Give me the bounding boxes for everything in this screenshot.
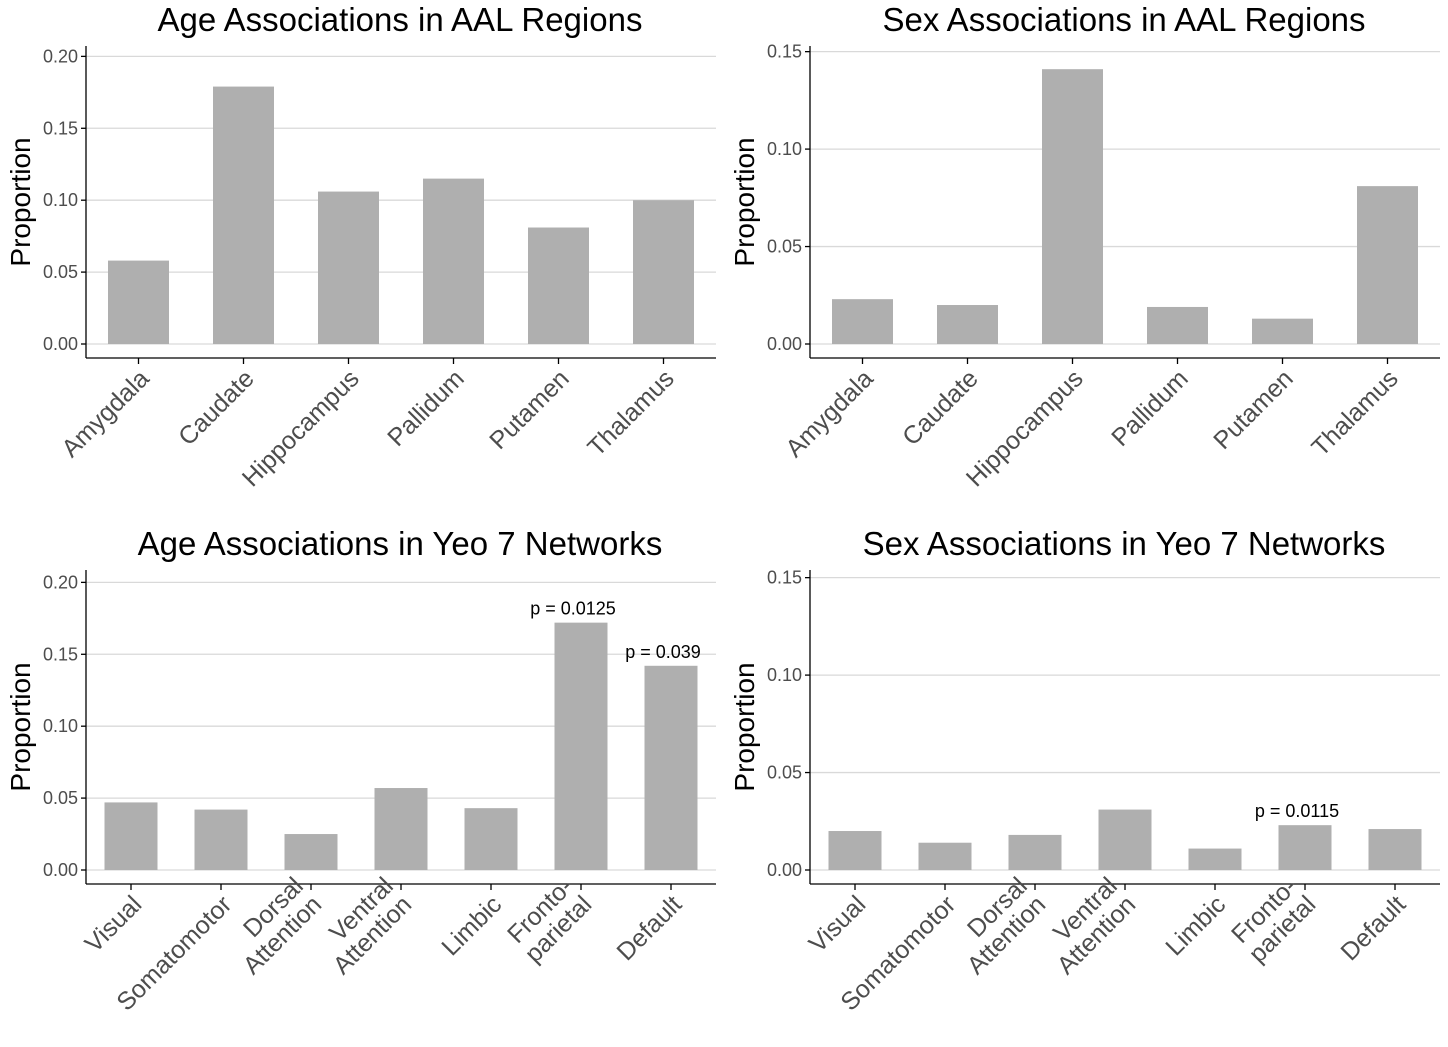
chart-title: Sex Associations in Yeo 7 Networks xyxy=(863,525,1386,562)
bar xyxy=(554,622,608,870)
bar xyxy=(828,831,882,870)
y-tick-label: 0.00 xyxy=(767,334,802,354)
x-tick-label: Putamen xyxy=(1208,364,1299,455)
bar xyxy=(1278,825,1332,870)
bar xyxy=(104,802,158,870)
x-tick-label-line: Pallidum xyxy=(382,364,470,452)
p-value-annotation: p = 0.0115 xyxy=(1255,801,1339,821)
x-tick-label: Visual xyxy=(80,890,148,958)
y-tick-label: 0.05 xyxy=(767,763,802,783)
x-tick-label-line: Default xyxy=(611,890,687,966)
x-tick-label-line: Pallidum xyxy=(1106,364,1194,452)
y-tick-label: 0.05 xyxy=(43,788,78,808)
x-tick-label: Amygdala xyxy=(780,364,878,462)
x-tick-label: Default xyxy=(1335,890,1411,966)
bar xyxy=(1008,834,1062,870)
bar xyxy=(937,305,998,344)
y-tick-label: 0.15 xyxy=(767,568,802,588)
p-value-annotation: p = 0.039 xyxy=(625,642,701,662)
bar xyxy=(918,842,972,870)
x-tick-label: Default xyxy=(611,890,687,966)
bar xyxy=(194,809,248,870)
x-tick-label: Fronto-parietal xyxy=(501,872,597,968)
x-tick-label: Visual xyxy=(804,890,872,958)
bar xyxy=(464,808,518,870)
x-tick-label-line: Visual xyxy=(804,890,872,958)
bar xyxy=(528,227,589,344)
x-tick-label-line: Amygdala xyxy=(56,364,154,462)
y-tick-label: 0.00 xyxy=(767,860,802,880)
x-tick-label-line: Amygdala xyxy=(780,364,878,462)
y-tick-label: 0.05 xyxy=(767,237,802,257)
bar xyxy=(318,191,379,344)
bar xyxy=(1042,69,1103,344)
bar xyxy=(832,299,893,344)
y-tick-label: 0.00 xyxy=(43,860,78,880)
bar xyxy=(284,834,338,870)
x-tick-label: Caudate xyxy=(897,364,984,451)
x-tick-label-line: Caudate xyxy=(897,364,984,451)
y-tick-label: 0.20 xyxy=(43,572,78,592)
x-tick-label: Pallidum xyxy=(1106,364,1194,452)
x-tick-label-line: Thalamus xyxy=(582,364,679,461)
y-axis-title: Proportion xyxy=(729,662,760,791)
y-tick-label: 0.10 xyxy=(767,665,802,685)
y-axis-title: Proportion xyxy=(5,662,36,791)
x-tick-label: Thalamus xyxy=(582,364,679,461)
bar xyxy=(108,260,169,344)
x-tick-label: Caudate xyxy=(173,364,260,451)
chart-title: Age Associations in AAL Regions xyxy=(158,1,643,38)
x-tick-label-line: Default xyxy=(1335,890,1411,966)
x-tick-label-line: Limbic xyxy=(1160,890,1231,961)
y-tick-label: 0.15 xyxy=(43,644,78,664)
y-axis-title: Proportion xyxy=(5,137,36,266)
x-tick-label-line: Visual xyxy=(80,890,148,958)
x-tick-label: Pallidum xyxy=(382,364,470,452)
x-tick-label-line: Caudate xyxy=(173,364,260,451)
bar xyxy=(633,200,694,344)
x-tick-label: Amygdala xyxy=(56,364,154,462)
x-tick-label-line: Putamen xyxy=(1208,364,1299,455)
bar xyxy=(1357,186,1418,344)
x-tick-label: Thalamus xyxy=(1306,364,1403,461)
y-tick-label: 0.15 xyxy=(43,118,78,138)
x-tick-label: Fronto-parietal xyxy=(1225,872,1321,968)
y-tick-label: 0.10 xyxy=(43,190,78,210)
bar xyxy=(374,788,428,870)
x-tick-label-line: Putamen xyxy=(484,364,575,455)
bar xyxy=(1147,306,1208,344)
bar xyxy=(1252,318,1313,344)
y-tick-label: 0.05 xyxy=(43,262,78,282)
bar xyxy=(644,665,698,870)
y-tick-label: 0.10 xyxy=(767,139,802,159)
x-tick-label: Putamen xyxy=(484,364,575,455)
bar xyxy=(1368,829,1422,870)
chart-title: Sex Associations in AAL Regions xyxy=(882,1,1365,38)
bar xyxy=(1188,848,1242,870)
y-tick-label: 0.10 xyxy=(43,716,78,736)
x-tick-label-line: Limbic xyxy=(436,890,507,961)
y-tick-label: 0.00 xyxy=(43,334,78,354)
x-tick-label-line: Thalamus xyxy=(1306,364,1403,461)
bar xyxy=(1098,809,1152,870)
y-tick-label: 0.15 xyxy=(767,42,802,62)
x-tick-label: Limbic xyxy=(436,890,507,961)
p-value-annotation: p = 0.0125 xyxy=(530,599,616,619)
y-tick-label: 0.20 xyxy=(43,46,78,66)
chart-title: Age Associations in Yeo 7 Networks xyxy=(138,525,663,562)
x-tick-label: Limbic xyxy=(1160,890,1231,961)
y-axis-title: Proportion xyxy=(729,137,760,266)
bar xyxy=(213,86,274,344)
bar xyxy=(423,178,484,344)
